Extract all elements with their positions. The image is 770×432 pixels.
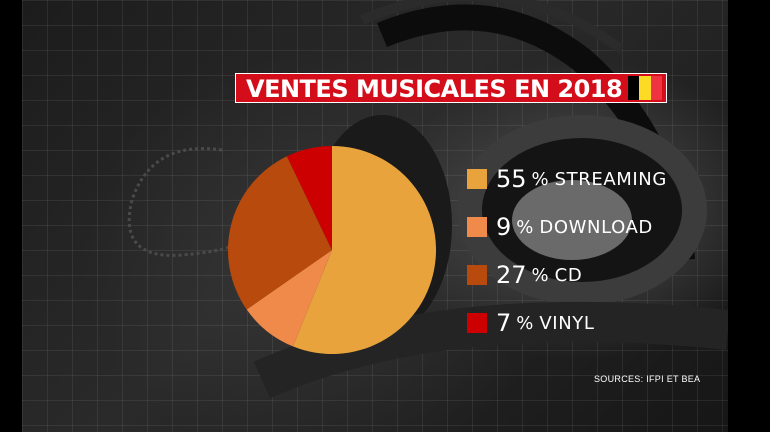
graphic-frame: VENTES MUSICALES EN 2018 55% STREAMING 9% D… <box>22 0 728 432</box>
flag-stripe <box>639 76 651 100</box>
legend-percent-sign: % <box>531 168 549 190</box>
legend-percent-sign: % <box>531 264 549 286</box>
pie-chart <box>227 146 437 354</box>
legend-swatch <box>467 217 487 237</box>
legend-item: 7% VINYL <box>467 308 595 338</box>
legend-label: STREAMING <box>554 168 667 190</box>
flag-stripe <box>650 76 662 100</box>
legend-label: CD <box>554 264 583 286</box>
belgium-flag-icon <box>628 76 662 100</box>
chart-title: VENTES MUSICALES EN 2018 <box>246 75 623 103</box>
legend-swatch <box>467 265 487 285</box>
legend-swatch <box>467 169 487 189</box>
legend-item: 9% DOWNLOAD <box>467 212 653 242</box>
legend-swatch <box>467 313 487 333</box>
source-note: SOURCES: IFPI ET BEA <box>594 374 701 384</box>
title-banner: VENTES MUSICALES EN 2018 <box>235 73 667 103</box>
legend-item: 55% STREAMING <box>467 164 667 194</box>
legend-label: DOWNLOAD <box>539 216 653 238</box>
pie-slice-streaming <box>292 146 437 354</box>
pie-slice-download <box>246 250 332 347</box>
legend-value: 55 <box>496 165 527 193</box>
legend-item: 27% CD <box>467 260 582 290</box>
legend-label: VINYL <box>539 312 595 334</box>
legend-percent-sign: % <box>516 312 534 334</box>
legend-value: 9 <box>496 213 512 241</box>
flag-stripe <box>628 76 640 100</box>
pie-slice-vinyl <box>286 146 332 250</box>
legend-percent-sign: % <box>516 216 534 238</box>
pie-slice-cd <box>227 156 332 310</box>
legend-value: 27 <box>496 261 527 289</box>
legend-value: 7 <box>496 309 512 337</box>
